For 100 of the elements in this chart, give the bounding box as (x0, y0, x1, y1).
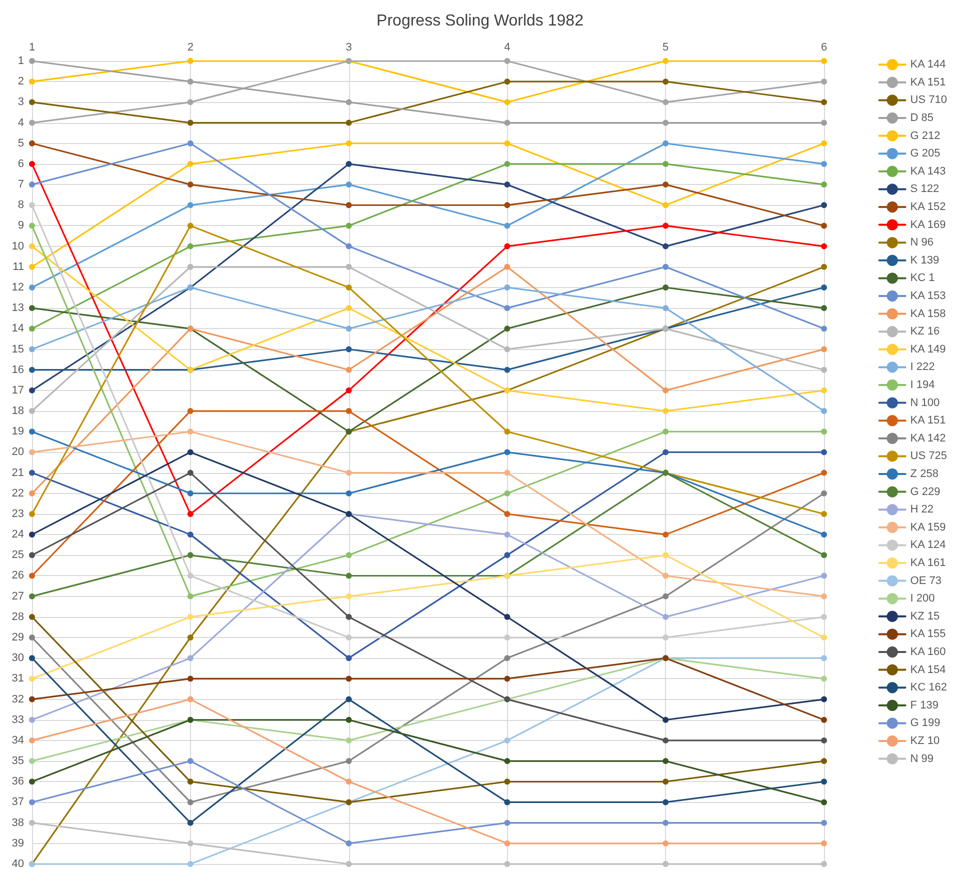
point (187, 572, 194, 579)
point (187, 552, 194, 558)
point (821, 264, 827, 270)
point (29, 778, 35, 785)
legend-label: OE 73 (910, 574, 942, 587)
point (504, 120, 510, 126)
legend-label: KA 158 (910, 308, 946, 320)
legend-label: I 194 (910, 379, 935, 391)
point (821, 593, 827, 600)
point (346, 346, 352, 352)
legend-label: K 139 (910, 254, 940, 266)
point (187, 634, 194, 641)
point (346, 284, 352, 290)
point (662, 140, 669, 146)
point (346, 264, 352, 270)
point (821, 99, 827, 106)
point (504, 861, 510, 867)
point (29, 676, 35, 682)
point (821, 58, 827, 64)
point (504, 366, 510, 373)
point (504, 160, 510, 167)
point (504, 799, 510, 806)
point (29, 820, 35, 826)
point (29, 655, 35, 662)
point (504, 737, 510, 744)
point (346, 593, 352, 600)
y-tick-label: 5 (18, 137, 24, 150)
x-tick-label: 6 (820, 42, 828, 54)
y-tick-label: 28 (12, 610, 24, 623)
point (29, 614, 35, 620)
point (29, 305, 35, 312)
point (187, 140, 194, 146)
y-tick-label: 33 (12, 714, 24, 726)
point (821, 428, 827, 435)
y-tick-label: 3 (18, 96, 24, 108)
point (187, 243, 194, 250)
point (662, 758, 669, 764)
point (504, 449, 510, 456)
point (662, 58, 669, 64)
point (821, 470, 827, 476)
point (187, 182, 194, 188)
legend-label: KZ 15 (910, 610, 940, 622)
point (346, 840, 352, 846)
y-tick-label: 34 (12, 734, 24, 746)
point (29, 510, 35, 517)
legend-label: KA 151 (910, 414, 946, 427)
point (187, 799, 194, 806)
point (504, 58, 510, 64)
point (29, 572, 35, 579)
point (662, 778, 669, 785)
point (662, 182, 669, 188)
legend-label: KA 153 (910, 290, 946, 302)
point (187, 614, 194, 620)
legend-label: F 139 (910, 699, 938, 712)
y-tick-label: 8 (18, 199, 24, 212)
legend-label: KZ 16 (910, 326, 940, 338)
point (504, 510, 510, 517)
point (821, 140, 827, 146)
y-tick-label: 31 (12, 672, 24, 685)
point (187, 160, 194, 167)
y-tick-label: 14 (12, 322, 24, 335)
point (29, 366, 35, 373)
point (821, 655, 827, 662)
legend-label: KA 161 (910, 557, 946, 569)
point (504, 840, 510, 846)
y-tick-label: 9 (18, 220, 24, 232)
x-tick-label: 3 (346, 42, 352, 54)
point (187, 820, 194, 826)
point (187, 861, 194, 867)
legend-label: N 100 (910, 396, 940, 409)
legend-label: KA 152 (910, 201, 946, 213)
point (346, 99, 352, 106)
point (346, 222, 352, 229)
point (821, 778, 827, 785)
point (504, 243, 510, 250)
point (821, 120, 827, 126)
point (29, 634, 35, 641)
point (29, 202, 35, 208)
x-tick-label: 2 (187, 42, 194, 54)
point (29, 346, 35, 352)
y-tick-label: 6 (18, 158, 24, 170)
point (821, 305, 827, 312)
point (821, 387, 827, 394)
point (662, 428, 669, 435)
legend-label: D 85 (910, 112, 934, 124)
y-tick-label: 18 (12, 405, 24, 418)
point (346, 387, 352, 394)
legend-label: G 229 (910, 486, 940, 498)
y-tick-label: 16 (12, 364, 24, 376)
legend-label: KA 155 (910, 628, 946, 640)
point (504, 264, 510, 270)
point (187, 78, 194, 85)
point (662, 284, 669, 290)
y-tick-label: 20 (12, 446, 24, 458)
point (821, 326, 827, 332)
point (821, 716, 827, 723)
y-tick-label: 35 (12, 755, 24, 768)
y-tick-label: 12 (12, 281, 24, 294)
legend-label: N 96 (910, 236, 934, 249)
point (29, 78, 35, 85)
